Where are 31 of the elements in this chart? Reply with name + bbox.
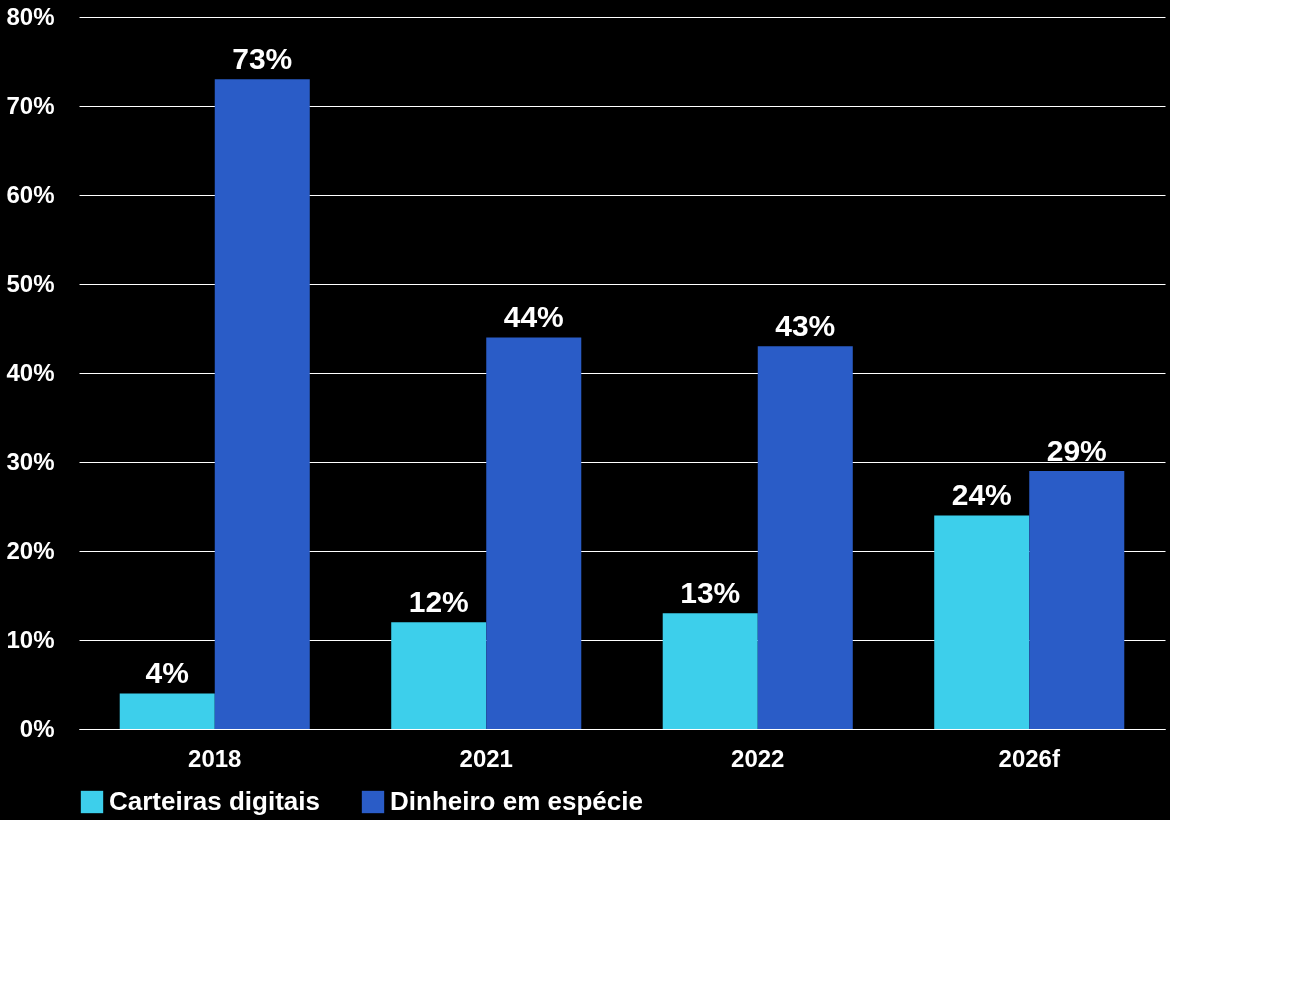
bar	[486, 337, 582, 729]
x-tick-label: 2026f	[998, 744, 1061, 772]
y-tick-label: 30%	[6, 447, 55, 475]
data-label: 44%	[503, 300, 564, 334]
y-tick-label: 70%	[6, 91, 55, 119]
bar	[119, 693, 215, 729]
legend-label: Carteiras digitais	[109, 786, 320, 816]
data-label: 73%	[232, 42, 293, 76]
bar	[214, 79, 310, 729]
x-tick-label: 2022	[731, 744, 785, 772]
y-tick-label: 40%	[6, 358, 55, 386]
data-label: 24%	[951, 478, 1012, 512]
y-tick-label: 0%	[19, 714, 55, 742]
bar	[757, 346, 853, 729]
legend-label: Dinheiro em espécie	[390, 786, 643, 816]
y-tick-label: 10%	[6, 625, 55, 653]
x-tick-label: 2021	[459, 744, 513, 772]
data-label: 43%	[775, 309, 836, 343]
bar	[1029, 470, 1125, 729]
bar	[391, 622, 487, 729]
data-label: 4%	[145, 656, 189, 690]
bar	[662, 613, 758, 729]
data-label: 29%	[1046, 433, 1107, 467]
y-tick-label: 50%	[6, 269, 55, 297]
y-tick-label: 80%	[6, 2, 55, 30]
y-tick-label: 20%	[6, 536, 55, 564]
y-tick-label: 60%	[6, 180, 55, 208]
bar	[934, 515, 1030, 729]
data-label: 12%	[408, 585, 469, 619]
data-label: 13%	[680, 576, 741, 610]
x-tick-label: 2018	[188, 744, 242, 772]
